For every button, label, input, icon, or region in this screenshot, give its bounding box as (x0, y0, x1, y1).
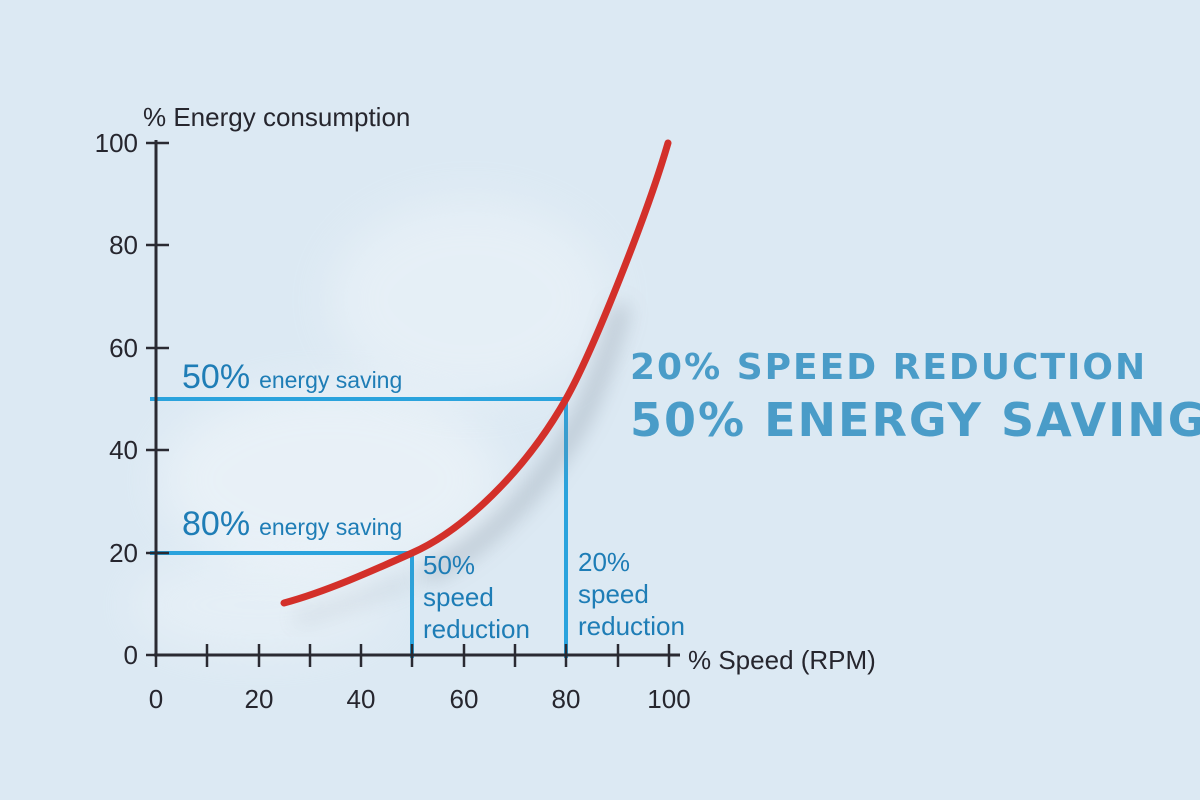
x-tick-label-0: 0 (148, 684, 164, 714)
annotation-50-speed-reduction-line3: reduction (423, 614, 530, 644)
headline-callout: 20% SPEED REDUCTION 50% ENERGY SAVING (630, 344, 1200, 448)
annotation-20-speed-reduction-line3: reduction (578, 611, 685, 641)
annotation-50-speed-reduction: 50% speed reduction (423, 549, 530, 645)
annotation-80-energy-saving-value: 80% (182, 505, 251, 543)
x-axis-ticks (154, 644, 671, 667)
headline-callout-line1: 20% SPEED REDUCTION (630, 347, 1148, 388)
x-tick-label-40: 40 (346, 684, 376, 714)
annotation-50-energy-saving-text: energy saving (259, 367, 403, 393)
y-tick-label-80: 80 (109, 230, 138, 260)
energy-curve (280, 139, 672, 607)
annotation-20-speed-reduction-line2: speed (578, 579, 649, 609)
annotation-50-speed-reduction-line2: speed (423, 582, 494, 612)
x-tick-label-80: 80 (551, 684, 581, 714)
annotation-80-energy-saving: 80% energy saving (182, 507, 402, 541)
x-tick-label-60: 60 (449, 684, 479, 714)
annotation-50-speed-reduction-line1: 50% (423, 550, 476, 580)
y-tick-label-100: 100 (94, 128, 138, 158)
annotation-50-energy-saving: 50% energy saving (182, 360, 402, 394)
y-tick-label-20: 20 (109, 538, 138, 568)
annotation-50-energy-saving-value: 50% (182, 358, 251, 396)
x-tick-label-100: 100 (647, 684, 691, 714)
annotation-80-energy-saving-text: energy saving (259, 514, 403, 540)
curve-shadow (294, 303, 629, 624)
headline-callout-line2: 50% ENERGY SAVING (630, 393, 1200, 447)
y-axis-title: % Energy consumption (143, 102, 411, 132)
annotation-20-speed-reduction-line1: 20% (578, 547, 631, 577)
x-axis-title: % Speed (RPM) (688, 645, 876, 675)
y-tick-label-40: 40 (109, 435, 138, 465)
plot-area-highlights (130, 200, 610, 655)
y-tick-label-60: 60 (109, 333, 138, 363)
axes (154, 140, 680, 657)
y-axis-ticks (146, 141, 169, 657)
x-tick-label-20: 20 (244, 684, 274, 714)
y-tick-label-0: 0 (123, 640, 138, 670)
annotation-20-speed-reduction: 20% speed reduction (578, 546, 685, 642)
